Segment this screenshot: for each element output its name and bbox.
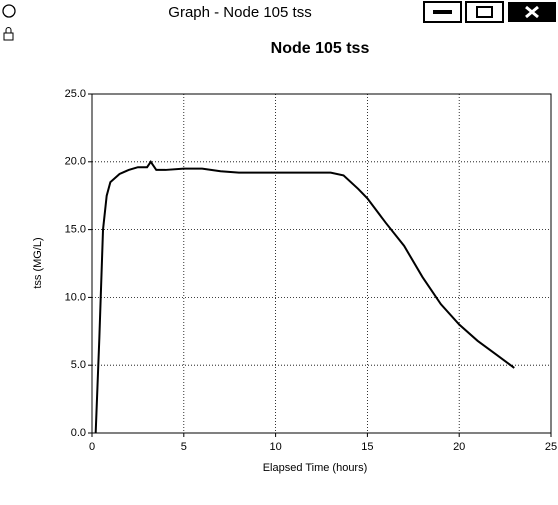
maximize-glyph [476,6,493,18]
window-title: Graph - Node 105 tss [168,4,311,21]
close-glyph [525,5,539,19]
window-icons [2,4,16,41]
x-axis-label: Elapsed Time (hours) [263,462,368,474]
x-tick-label: 15 [361,441,373,453]
y-axis-label: tss (MG/L) [32,237,44,288]
x-tick-label: 20 [453,441,465,453]
y-tick-label: 20.0 [65,156,86,168]
x-tick-label: 5 [181,441,187,453]
window-icon [2,4,16,18]
lock-icon [3,32,14,41]
y-tick-label: 15.0 [65,224,86,236]
y-tick-label: 0.0 [71,427,86,439]
lock-shackle [5,27,12,33]
plot-frame [91,93,552,434]
y-tick-label: 5.0 [71,359,86,371]
x-tick-label: 25 [545,441,557,453]
minimize-glyph [433,10,452,14]
x-tick-label: 10 [269,441,281,453]
y-tick-label: 10.0 [65,291,86,303]
data-line [94,160,515,434]
y-tick-label: 25.0 [65,88,86,100]
x-tick-label: 0 [89,441,95,453]
maximize-button[interactable] [465,1,504,23]
chart-title: Node 105 tss [271,40,370,57]
window-buttons [423,1,556,23]
